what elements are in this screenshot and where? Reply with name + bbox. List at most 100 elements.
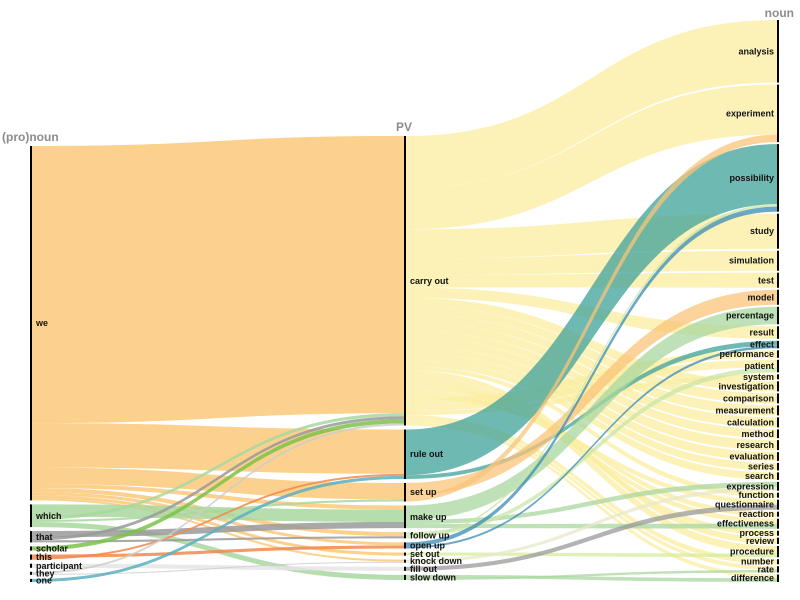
noun-node-number	[777, 559, 779, 565]
noun-label-expression: expression	[726, 481, 774, 491]
pronoun-label-this: this	[36, 552, 52, 562]
noun-node-result	[777, 326, 779, 339]
noun-node-possibility	[777, 144, 779, 212]
noun-label-test: test	[758, 275, 774, 285]
verb-label-follow-up: follow up	[410, 530, 450, 540]
link-set-up-to-experiment	[406, 134, 777, 502]
noun-node-test	[777, 272, 779, 288]
noun-label-questionnaire: questionnaire	[715, 500, 774, 510]
link-carry-out-to-number	[406, 415, 777, 565]
verb-node-fill-out	[404, 566, 406, 571]
verb-node-set-up	[404, 482, 406, 502]
noun-node-experiment	[777, 84, 779, 143]
link-they-to-carry-out	[32, 423, 404, 574]
noun-node-patient	[777, 359, 779, 373]
noun-label-analysis: analysis	[738, 46, 774, 56]
noun-node-simulation	[777, 250, 779, 271]
link-carry-out-to-effectiveness	[406, 390, 777, 524]
link-rule-out-to-possibility	[406, 144, 777, 476]
link-one-to-rule-out	[32, 475, 404, 582]
pronoun-label-scholar: scholar	[36, 543, 69, 553]
verb-label-rule-out: rule out	[410, 449, 443, 459]
noun-label-simulation: simulation	[729, 256, 774, 266]
pronoun-node-that	[30, 531, 32, 543]
verb-label-open-up: open up	[410, 540, 445, 550]
noun-label-experiment: experiment	[726, 108, 774, 118]
link-follow-up-to-possibility	[406, 204, 777, 539]
pronoun-node-scholar	[30, 546, 32, 551]
noun-label-comparison: comparison	[723, 393, 774, 403]
verb-label-set-out: set out	[410, 549, 440, 559]
noun-label-calculation: calculation	[727, 417, 774, 427]
noun-label-rate: rate	[757, 564, 774, 574]
noun-node-percentage	[777, 306, 779, 325]
noun-node-difference	[777, 574, 779, 582]
noun-node-series	[777, 462, 779, 471]
link-that-to-carry-out	[32, 416, 404, 541]
noun-node-calculation	[777, 417, 779, 428]
noun-node-analysis	[777, 20, 779, 83]
link-fill-out-to-questionnaire	[406, 504, 777, 571]
link-which-to-carry-out	[32, 413, 404, 520]
noun-node-effect	[777, 340, 779, 349]
link-carry-out-to-procedure	[406, 375, 777, 554]
link-open-up-to-possibility	[406, 206, 777, 547]
header-pronoun: (pro)noun	[2, 130, 59, 144]
noun-label-effect: effect	[750, 340, 774, 350]
link-carry-out-to-analysis	[406, 20, 777, 188]
verb-node-slow-down	[404, 574, 406, 580]
noun-node-function	[777, 492, 779, 498]
noun-label-measurement: measurement	[715, 405, 774, 415]
noun-label-difference: difference	[731, 573, 774, 583]
link-set-up-to-model	[406, 289, 777, 496]
link-follow-up-to-patient	[406, 367, 777, 537]
link-carry-out-to-difference	[406, 422, 777, 579]
link-carry-out-to-comparison	[406, 306, 777, 404]
verb-node-open-up	[404, 542, 406, 549]
noun-node-effectiveness	[777, 518, 779, 529]
link-we-to-set-out	[32, 495, 404, 556]
link-scholar-to-carry-out	[32, 419, 404, 551]
verb-label-knock-down: knock down	[410, 556, 462, 566]
pronoun-label-we: we	[35, 318, 48, 328]
noun-node-research	[777, 440, 779, 451]
noun-label-process: process	[739, 528, 774, 538]
link-we-to-carry-out	[32, 136, 404, 424]
noun-label-evaluation: evaluation	[729, 452, 774, 462]
link-we-to-make-up	[32, 483, 404, 510]
noun-node-performance	[777, 350, 779, 358]
pronoun-label-participant: participant	[36, 561, 82, 571]
noun-label-result: result	[749, 328, 774, 338]
noun-node-procedure	[777, 545, 779, 558]
noun-label-patient: patient	[744, 361, 774, 371]
links-verb-to-noun	[406, 20, 777, 582]
link-that-to-follow-up	[32, 536, 404, 543]
link-carry-out-to-test	[406, 272, 777, 288]
link-carry-out-to-measurement	[406, 314, 777, 416]
link-carry-out-to-investigation	[406, 297, 777, 392]
noun-node-process	[777, 530, 779, 536]
verb-node-make-up	[404, 505, 406, 529]
node-labels: we which thatscholarthisparticipanttheyone…	[35, 46, 775, 585]
noun-label-reaction: reaction	[739, 509, 774, 519]
noun-node-comparison	[777, 393, 779, 404]
link-carry-out-to-experiment	[406, 84, 777, 230]
pronoun-node-one	[30, 578, 32, 582]
noun-label-model: model	[747, 292, 774, 302]
link-slow-down-to-difference	[406, 574, 777, 582]
pronoun-label-which: which	[35, 511, 62, 521]
noun-node-review	[777, 537, 779, 544]
link-this-to-open-up	[32, 545, 404, 558]
link-knock-down-to-expression	[406, 486, 777, 563]
link-make-up-to-expression	[406, 481, 777, 525]
noun-label-number: number	[741, 557, 775, 567]
pronoun-node-we	[30, 146, 32, 501]
nodes	[30, 20, 779, 582]
noun-label-system: system	[743, 372, 774, 382]
link-carry-out-to-function	[406, 366, 777, 498]
link-carry-out-to-evaluation	[406, 346, 777, 461]
noun-node-rate	[777, 566, 779, 573]
noun-node-model	[777, 289, 779, 305]
